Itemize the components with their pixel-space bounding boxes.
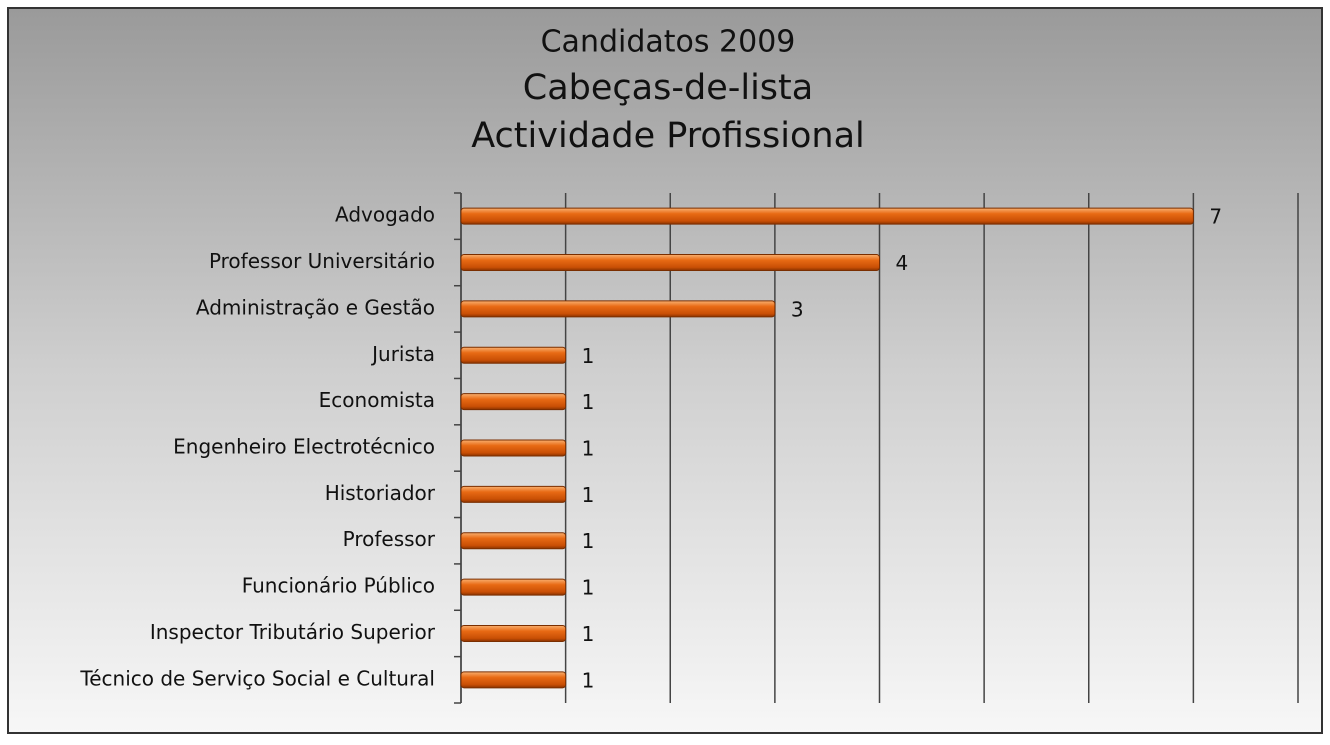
chart-subtitle: Cabeças-de-lista (523, 68, 813, 108)
value-label: 4 (896, 251, 909, 275)
chart-subtitle: Actividade Profissional (471, 116, 865, 156)
value-label: 1 (582, 344, 595, 368)
category-label: Professor (343, 527, 436, 551)
value-label: 7 (1209, 205, 1222, 229)
bar (460, 300, 776, 318)
value-label: 1 (582, 622, 595, 646)
category-label: Jurista (370, 342, 435, 366)
value-label: 1 (582, 529, 595, 553)
category-label: Professor Universitário (209, 249, 435, 273)
category-label: Inspector Tributário Superior (150, 620, 436, 644)
category-label: Advogado (335, 203, 435, 227)
bar (460, 346, 567, 364)
category-label: Funcionário Público (242, 574, 435, 598)
category-label: Engenheiro Electrotécnico (173, 435, 435, 459)
bar (460, 393, 567, 411)
category-label: Técnico de Serviço Social e Cultural (79, 666, 435, 690)
value-label: 1 (582, 483, 595, 507)
value-label: 1 (582, 668, 595, 692)
chart-frame (7, 7, 1323, 734)
bar (460, 578, 567, 596)
category-label: Administração e Gestão (196, 295, 435, 319)
bar (460, 207, 1194, 225)
bar (460, 532, 567, 550)
bar (460, 254, 880, 272)
value-label: 1 (582, 390, 595, 414)
value-label: 1 (582, 437, 595, 461)
bar (460, 624, 567, 642)
chart-title: Candidatos 2009 (541, 25, 796, 60)
value-label: 3 (791, 297, 804, 321)
value-label: 1 (582, 576, 595, 600)
bar (460, 439, 567, 457)
category-label: Economista (319, 388, 435, 412)
bar (460, 671, 567, 689)
category-label: Historiador (325, 481, 436, 505)
bar (460, 485, 567, 503)
